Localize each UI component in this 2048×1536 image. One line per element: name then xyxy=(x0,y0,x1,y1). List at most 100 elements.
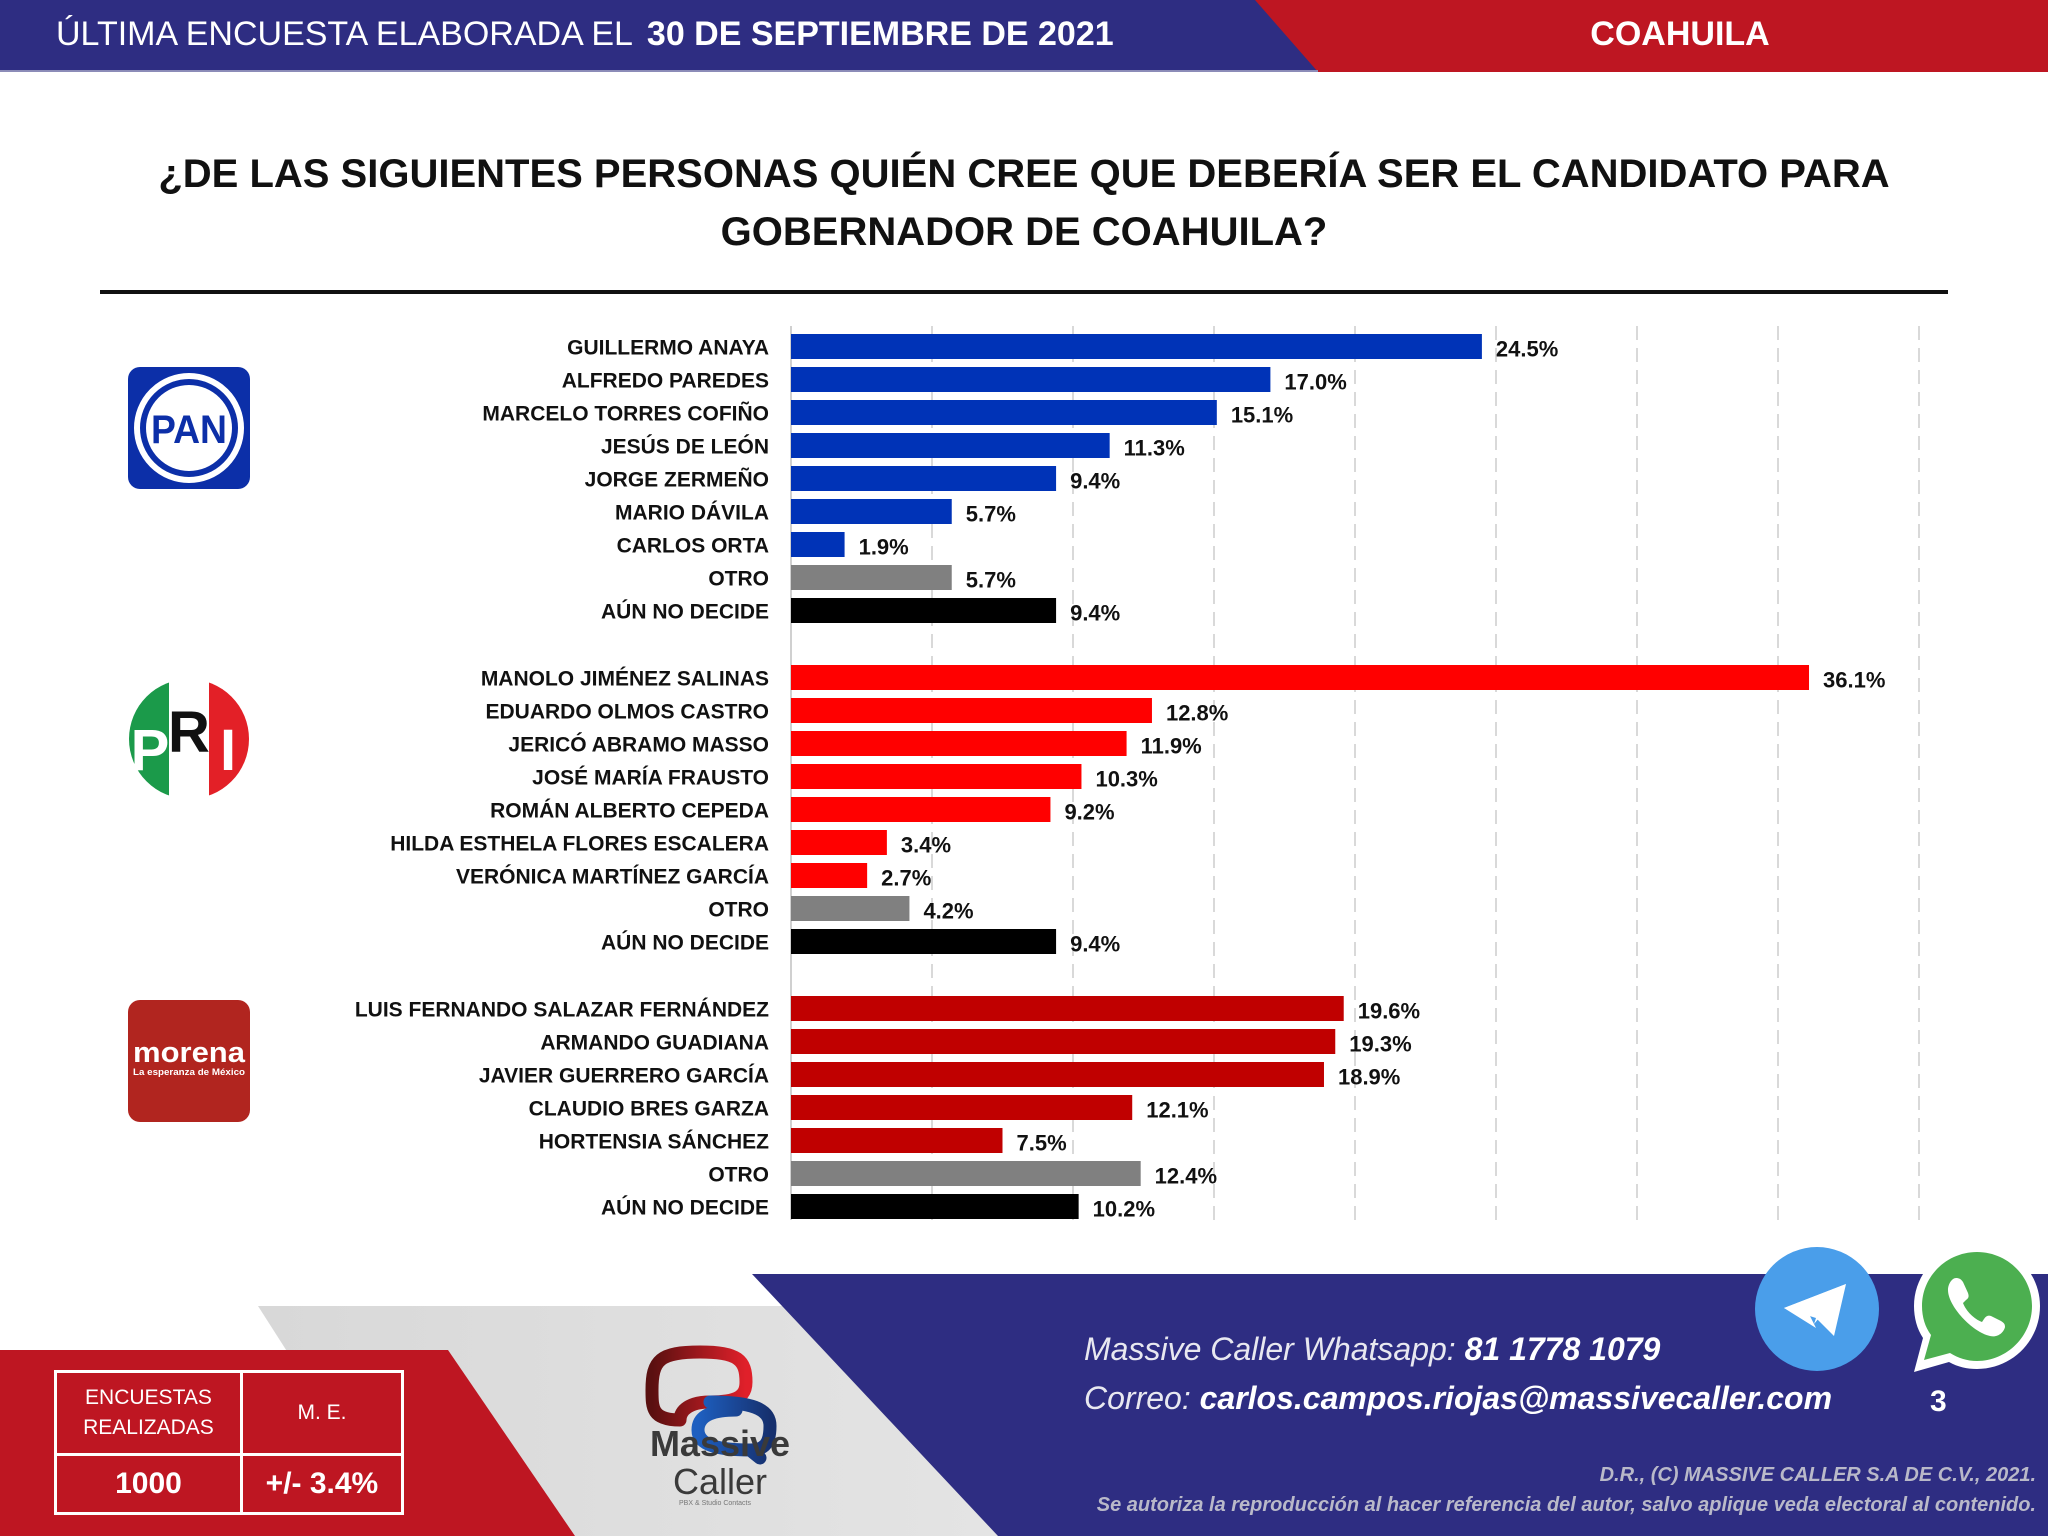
pri-letter-r: R xyxy=(168,700,210,765)
value-label: 11.3% xyxy=(1124,436,1185,461)
header-underline xyxy=(0,70,1318,72)
category-label: GUILLERMO ANAYA xyxy=(567,337,769,360)
category-label: CARLOS ORTA xyxy=(617,535,769,558)
chart-title: ¿DE LAS SIGUIENTES PERSONAS QUIÉN CREE Q… xyxy=(158,152,1890,254)
value-label: 17.0% xyxy=(1284,370,1346,395)
bar-pan-3 xyxy=(791,433,1110,458)
bar-pri-3 xyxy=(791,764,1082,789)
category-label: CLAUDIO BRES GARZA xyxy=(529,1098,769,1121)
bar-pri-1 xyxy=(791,698,1152,723)
value-label: 24.5% xyxy=(1496,337,1558,362)
value-label: 7.5% xyxy=(1017,1131,1067,1156)
copyright-line1: D.R., (C) MASSIVE CALLER S.A DE C.V., 20… xyxy=(1599,1464,2036,1486)
bar-pri-8 xyxy=(791,929,1057,954)
email-label: Correo: xyxy=(1084,1380,1191,1416)
category-label: JESÚS DE LEÓN xyxy=(601,435,769,459)
pan-logo-text: PAN xyxy=(151,408,227,452)
category-label: ALFREDO PAREDES xyxy=(562,370,769,393)
bar-pri-4 xyxy=(791,797,1051,822)
bar-morena-5 xyxy=(791,1161,1141,1186)
bar-morena-6 xyxy=(791,1194,1079,1219)
bar-pan-5 xyxy=(791,499,952,524)
bar-morena-0 xyxy=(791,996,1344,1021)
value-label: 18.9% xyxy=(1338,1065,1400,1090)
category-label: VERÓNICA MARTÍNEZ GARCÍA xyxy=(456,865,769,889)
bar-pan-0 xyxy=(791,334,1482,359)
category-label: JOSÉ MARÍA FRAUSTO xyxy=(532,767,769,790)
value-label: 19.3% xyxy=(1349,1032,1411,1057)
email-address[interactable]: carlos.campos.riojas@massivecaller.com xyxy=(1199,1380,1833,1416)
value-label: 2.7% xyxy=(881,866,931,891)
value-label: 9.4% xyxy=(1070,932,1120,957)
bar-pan-1 xyxy=(791,367,1271,392)
survey-prefix: ÚLTIMA ENCUESTA ELABORADA EL xyxy=(56,15,633,53)
whatsapp-number[interactable]: 81 1778 1079 xyxy=(1464,1331,1661,1367)
category-label: EDUARDO OLMOS CASTRO xyxy=(486,701,770,724)
brand-name-line2: Caller xyxy=(672,1461,768,1502)
footer-navy-panel xyxy=(752,1274,2048,1536)
bar-pri-0 xyxy=(791,665,1810,690)
value-label: 12.8% xyxy=(1166,701,1228,726)
category-label: AÚN NO DECIDE xyxy=(601,931,769,955)
category-label: JERICÓ ABRAMO MASSO xyxy=(508,733,769,757)
bar-morena-1 xyxy=(791,1029,1336,1054)
state-name: COAHUILA xyxy=(1590,15,1770,53)
pri-letter-i: I xyxy=(220,718,236,783)
survey-date: 30 DE SEPTIEMBRE DE 2021 xyxy=(646,15,1114,53)
telegram-icon[interactable] xyxy=(1754,1246,1880,1372)
whatsapp-contact: Massive Caller Whatsapp: 81 1778 1079 xyxy=(1084,1331,1660,1368)
value-label: 1.9% xyxy=(859,535,909,560)
surveys-value: 1000 xyxy=(54,1453,243,1515)
whatsapp-label: Massive Caller Whatsapp: xyxy=(1084,1331,1456,1367)
value-label: 12.4% xyxy=(1155,1164,1217,1189)
category-label: HORTENSIA SÁNCHEZ xyxy=(539,1131,769,1154)
value-label: 9.4% xyxy=(1070,601,1120,626)
brand-name-line1: Massive xyxy=(649,1423,791,1464)
category-label: LUIS FERNANDO SALAZAR FERNÁNDEZ xyxy=(355,999,769,1022)
morena-logo: morena La esperanza de México xyxy=(128,1000,250,1122)
category-label: OTRO xyxy=(708,1164,769,1187)
brand-tagline: PBX & Studio Contacts xyxy=(679,1500,751,1507)
bar-pan-6 xyxy=(791,532,845,557)
page-number: 3 xyxy=(1930,1385,1947,1418)
bar-pri-5 xyxy=(791,830,887,855)
value-label: 9.2% xyxy=(1064,800,1114,825)
category-label: MARIO DÁVILA xyxy=(615,502,769,525)
category-label: OTRO xyxy=(708,568,769,591)
category-label: AÚN NO DECIDE xyxy=(601,1196,769,1220)
category-label: AÚN NO DECIDE xyxy=(601,600,769,624)
category-label: JAVIER GUERRERO GARCÍA xyxy=(479,1065,769,1088)
header-bar: ÚLTIMA ENCUESTA ELABORADA EL 30 DE SEPTIE… xyxy=(0,0,2048,72)
value-label: 11.9% xyxy=(1141,734,1202,759)
category-label: MANOLO JIMÉNEZ SALINAS xyxy=(481,668,769,691)
value-label: 15.1% xyxy=(1231,403,1293,428)
margin-value: +/- 3.4% xyxy=(239,1453,405,1515)
bar-pri-2 xyxy=(791,731,1127,756)
surveys-label-line1: ENCUESTAS xyxy=(85,1386,212,1409)
copyright-line2: Se autoriza la reproducción al hacer ref… xyxy=(1096,1494,2036,1516)
value-label: 19.6% xyxy=(1358,999,1420,1024)
surveys-label-line2: REALIZADAS xyxy=(83,1416,214,1439)
category-label: MARCELO TORRES COFIÑO xyxy=(482,403,769,426)
value-label: 9.4% xyxy=(1070,469,1120,494)
whatsapp-icon[interactable] xyxy=(1906,1238,2048,1380)
value-label: 12.1% xyxy=(1146,1098,1208,1123)
surveys-label: ENCUESTAS REALIZADAS xyxy=(54,1370,243,1456)
morena-logo-text: morena xyxy=(133,1037,246,1069)
pri-logo: P R I xyxy=(129,679,249,799)
chart-bars xyxy=(791,334,1810,1219)
bar-pan-7 xyxy=(791,565,952,590)
bar-pan-8 xyxy=(791,598,1057,623)
bar-morena-2 xyxy=(791,1062,1324,1087)
value-label: 3.4% xyxy=(901,833,951,858)
bar-pan-2 xyxy=(791,400,1217,425)
value-label: 10.3% xyxy=(1095,767,1157,792)
value-label: 5.7% xyxy=(966,568,1016,593)
margin-label: M. E. xyxy=(239,1370,405,1456)
bar-morena-4 xyxy=(791,1128,1003,1153)
title-divider xyxy=(100,290,1948,294)
massive-caller-logo-icon xyxy=(645,1345,777,1465)
chart-value-labels: 24.5%17.0%15.1%11.3%9.4%5.7%1.9%5.7%9.4%… xyxy=(859,337,1886,1221)
bar-chart: GUILLERMO ANAYA ALFREDO PAREDES MARCELO TO… xyxy=(355,326,1920,1221)
category-label: OTRO xyxy=(708,899,769,922)
